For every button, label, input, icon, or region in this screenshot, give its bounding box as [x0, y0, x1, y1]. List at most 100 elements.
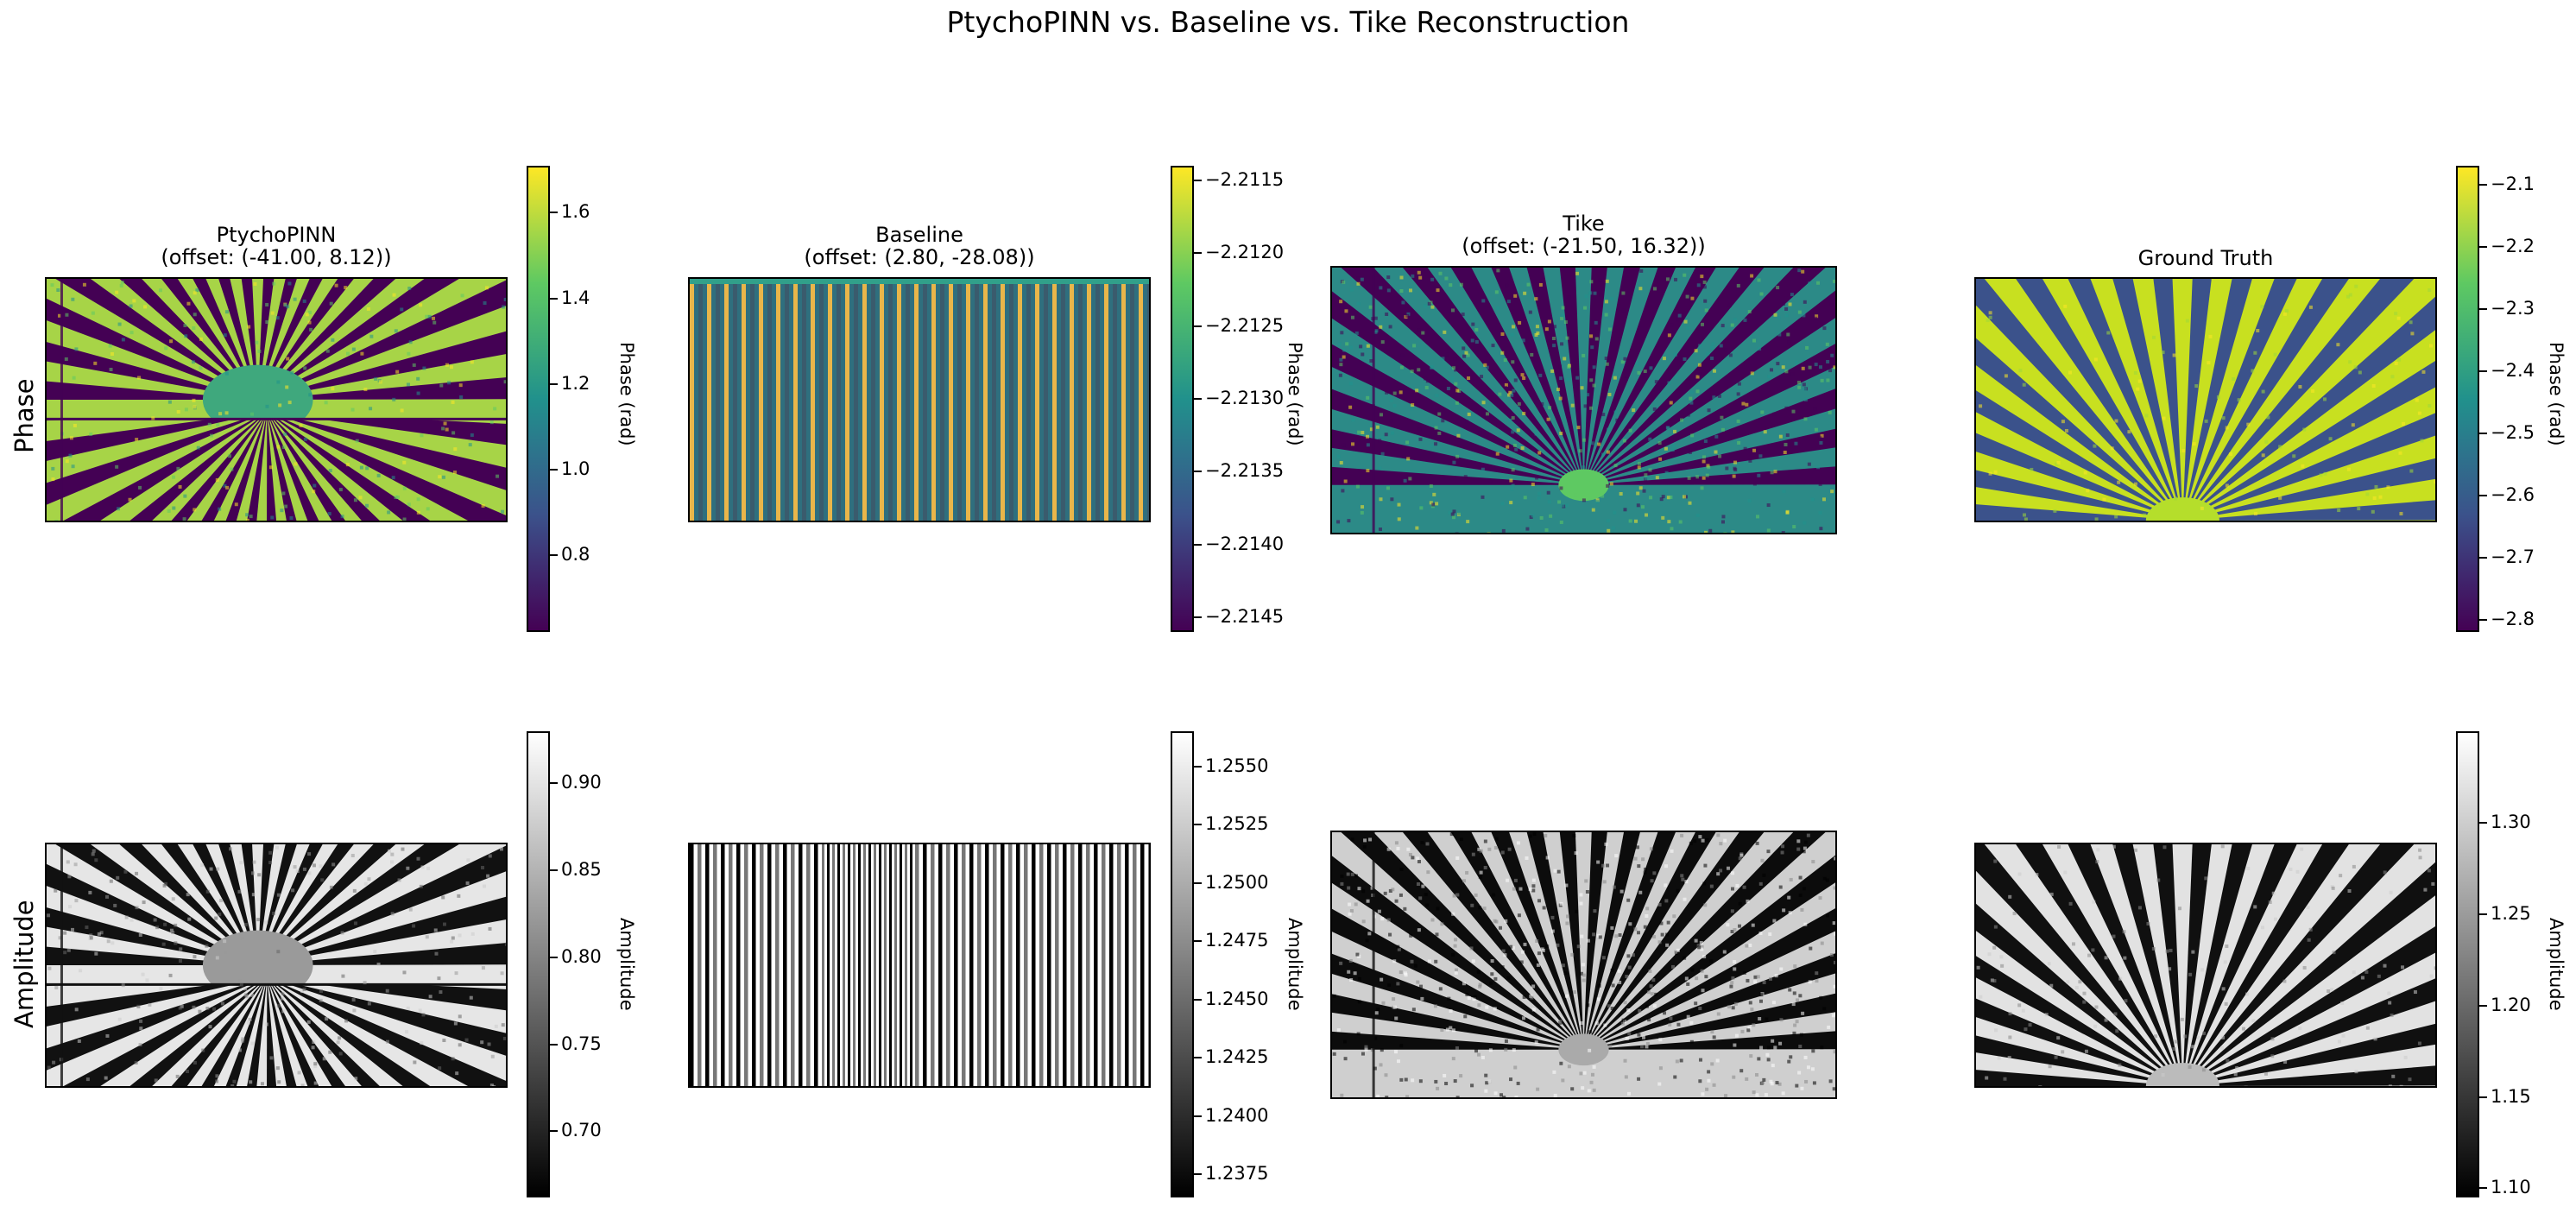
figure-title: PtychoPINN vs. Baseline vs. Tike Reconst… [0, 5, 2576, 39]
cb-gt-amp-tick-label: 1.15 [2491, 1086, 2531, 1107]
cb-gt-phase-tick-label: −2.1 [2491, 174, 2535, 194]
cb-gt-phase-tickmark [2479, 370, 2487, 372]
row-label-phase: Phase [9, 384, 39, 453]
cb-base-amp-tickmark [1194, 1173, 1202, 1175]
cb-gt-phase-tickmark [2479, 557, 2487, 559]
cb-pinn-amp-tick-label: 0.75 [561, 1033, 602, 1054]
cb-pinn-amp-tick-label: 0.90 [561, 772, 602, 793]
cb-gt-phase-tick-label: −2.2 [2491, 236, 2535, 256]
title-baseline: Baseline (offset: (2.80, -28.08)) [688, 224, 1151, 269]
cb-gt-phase-tick-label: −2.5 [2491, 422, 2535, 443]
cb-gt-phase-tickmark [2479, 433, 2487, 434]
cb-pinn-amp-tick-label: 0.80 [561, 946, 602, 967]
cb-base-amp-tick-label: 1.2450 [1205, 989, 1268, 1009]
cb-base-amp-tickmark [1194, 824, 1202, 825]
title-baseline-line1: Baseline [688, 224, 1151, 246]
image-tike-phase [1330, 266, 1837, 534]
cb-gt-amp-tickmark [2479, 1096, 2487, 1098]
image-baseline-phase [688, 277, 1151, 522]
image-ptychopinn-phase [45, 277, 508, 522]
cb-pinn-amp-label: Amplitude [616, 918, 637, 1011]
cb-base-phase-tick-label: −2.2120 [1205, 242, 1284, 262]
cb-pinn-phase-tick-label: 1.4 [561, 287, 590, 308]
cb-base-phase-tickmark [1194, 398, 1202, 400]
cb-gt-amp-bar [2456, 731, 2479, 1197]
cb-gt-amp-tickmark [2479, 1187, 2487, 1189]
p-pinn-phase-svg [47, 279, 506, 521]
cb-base-amp-tick-label: 1.2500 [1205, 872, 1268, 893]
cb-gt-amp-tick-label: 1.10 [2491, 1177, 2531, 1197]
cb-base-phase-tickmark [1194, 252, 1202, 254]
cb-gt-amp-tick-label: 1.20 [2491, 995, 2531, 1015]
cb-gt-phase-tick-label: −2.3 [2491, 298, 2535, 319]
image-tike-amplitude [1330, 831, 1837, 1099]
title-tike: Tike (offset: (-21.50, 16.32)) [1330, 212, 1837, 257]
p-tike-phase-svg [1332, 268, 1835, 533]
cb-pinn-amp-tickmark [550, 957, 558, 958]
cb-gt-phase-tickmark [2479, 308, 2487, 310]
cb-gt-amp-tickmark [2479, 822, 2487, 824]
cb-pinn-amp-tickmark [550, 1044, 558, 1046]
cb-gt-amp-tickmark [2479, 1005, 2487, 1007]
cb-pinn-phase-tickmark [550, 212, 558, 213]
p-pinn-amp-svg [47, 844, 506, 1086]
cb-gt-phase-tick-label: −2.6 [2491, 484, 2535, 505]
title-tike-line1: Tike [1330, 212, 1837, 235]
cb-pinn-amp-tick-label: 0.70 [561, 1120, 602, 1140]
cb-gt-phase-tickmark [2479, 184, 2487, 186]
cb-pinn-phase-bar [527, 166, 550, 632]
p-base-amp-svg [690, 844, 1149, 1086]
cb-base-amp-tickmark [1194, 1057, 1202, 1058]
cb-pinn-phase-tickmark [550, 383, 558, 385]
cb-base-amp-tick-label: 1.2525 [1205, 813, 1268, 834]
cb-gt-amp-tick-label: 1.25 [2491, 903, 2531, 924]
cb-pinn-phase-tickmark [550, 298, 558, 300]
cb-base-amp-tick-label: 1.2375 [1205, 1163, 1268, 1184]
cb-base-phase-bar [1171, 166, 1194, 632]
cb-gt-amp-tick-label: 1.30 [2491, 812, 2531, 832]
p-base-phase-svg [690, 279, 1149, 521]
row-label-amplitude: Amplitude [9, 900, 39, 1028]
cb-gt-phase-tickmark [2479, 246, 2487, 248]
title-ground-truth: Ground Truth [1974, 247, 2437, 269]
cb-pinn-phase-tickmark [550, 554, 558, 556]
cb-base-amp-tickmark [1194, 766, 1202, 768]
title-tike-line2: (offset: (-21.50, 16.32)) [1330, 235, 1837, 257]
p-tike-amp-svg [1332, 832, 1835, 1097]
title-ptychopinn-line2: (offset: (-41.00, 8.12)) [45, 246, 508, 269]
cb-pinn-amp-tick-label: 0.85 [561, 859, 602, 880]
cb-base-amp-tickmark [1194, 999, 1202, 1001]
cb-pinn-phase-label: Phase (rad) [616, 342, 637, 446]
cb-base-amp-tickmark [1194, 882, 1202, 884]
cb-base-phase-label: Phase (rad) [1285, 342, 1305, 446]
p-gt-amp-svg [1976, 844, 2435, 1086]
cb-base-amp-tick-label: 1.2425 [1205, 1046, 1268, 1067]
cb-pinn-phase-tickmark [550, 469, 558, 471]
cb-base-amp-bar [1171, 731, 1194, 1197]
cb-base-amp-tick-label: 1.2475 [1205, 930, 1268, 951]
cb-pinn-amp-bar [527, 731, 550, 1197]
image-ptychopinn-amplitude [45, 843, 508, 1088]
cb-gt-phase-tickmark [2479, 619, 2487, 621]
cb-pinn-amp-tickmark [550, 782, 558, 784]
cb-base-phase-tick-label: −2.2115 [1205, 169, 1284, 190]
image-ground-truth-amplitude [1974, 843, 2437, 1088]
cb-base-amp-tickmark [1194, 940, 1202, 942]
cb-pinn-amp-tickmark [550, 869, 558, 871]
cb-base-amp-tickmark [1194, 1115, 1202, 1117]
cb-base-phase-tick-label: −2.2135 [1205, 460, 1284, 481]
cb-base-phase-tick-label: −2.2130 [1205, 388, 1284, 408]
cb-pinn-phase-tick-label: 1.2 [561, 373, 590, 394]
cb-base-phase-tickmark [1194, 471, 1202, 472]
cb-base-amp-label: Amplitude [1285, 918, 1305, 1011]
cb-pinn-phase-tick-label: 1.6 [561, 201, 590, 222]
cb-base-amp-tick-label: 1.2400 [1205, 1105, 1268, 1126]
cb-pinn-amp-tickmark [550, 1130, 558, 1132]
cb-gt-phase-bar [2456, 166, 2479, 632]
p-gt-phase-svg [1976, 279, 2435, 521]
cb-gt-amp-label: Amplitude [2546, 918, 2567, 1011]
cb-gt-phase-tick-label: −2.7 [2491, 546, 2535, 567]
title-baseline-line2: (offset: (2.80, -28.08)) [688, 246, 1151, 269]
cb-gt-phase-tick-label: −2.8 [2491, 609, 2535, 629]
